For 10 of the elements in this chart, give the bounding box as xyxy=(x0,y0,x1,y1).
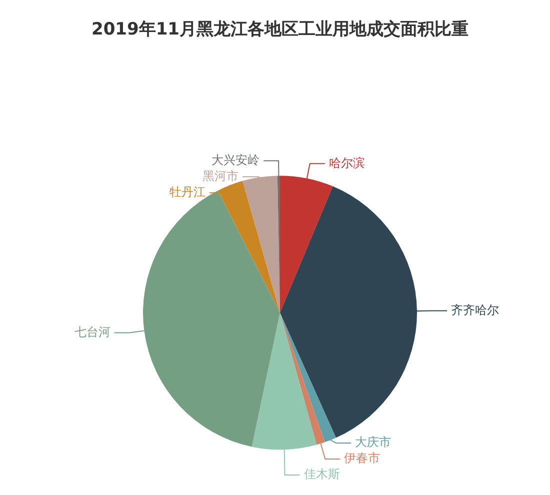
slice-label: 大兴安岭 xyxy=(212,152,260,167)
chart-title: 2019年11月黑龙江各地区工业用地成交面积比重 xyxy=(92,20,468,40)
slice-label: 齐齐哈尔 xyxy=(450,302,499,317)
slice-label: 大庆市 xyxy=(354,435,391,450)
slice-label: 哈尔滨 xyxy=(328,156,365,170)
slice-label: 七台河 xyxy=(74,324,110,339)
slice-label: 佳木斯 xyxy=(304,467,340,482)
slice-label: 伊春市 xyxy=(344,451,380,466)
slice-label: 黑河市 xyxy=(202,168,239,183)
slice-label: 牡丹江 xyxy=(169,184,206,199)
